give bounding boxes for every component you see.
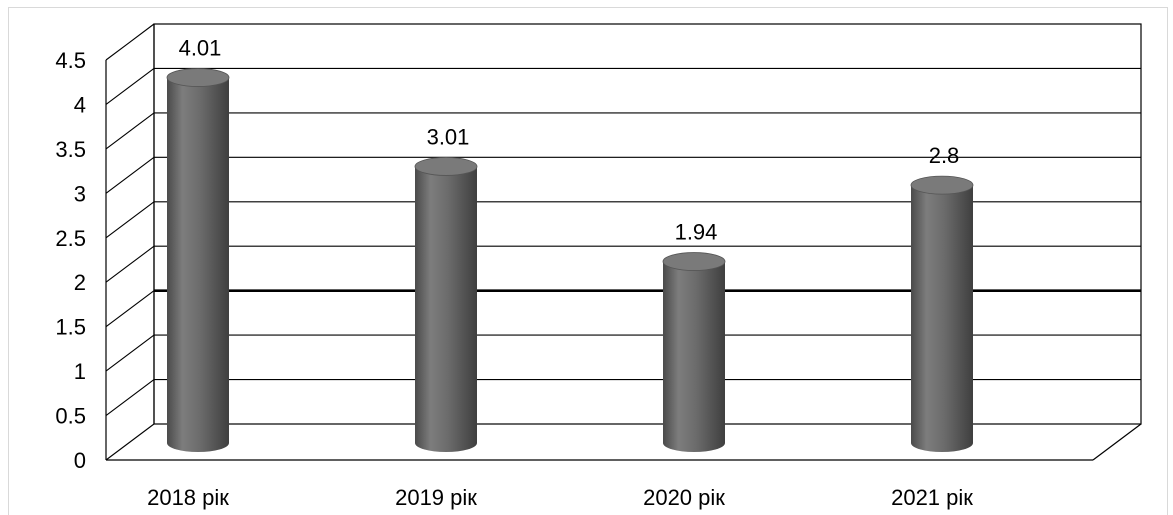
side-gridline (105, 423, 155, 461)
bar-top (662, 252, 726, 271)
y-tick-label: 0.5 (55, 404, 86, 429)
y-tick-label: 4.5 (55, 48, 86, 73)
y-tick-label: 4 (74, 92, 86, 117)
bar-top (166, 68, 230, 87)
data-label: 2.8 (929, 143, 960, 168)
side-gridline (105, 23, 155, 61)
x-tick-label: 2018 рік (147, 485, 229, 510)
bar (910, 175, 974, 452)
side-gridline (105, 112, 155, 150)
y-tick-label: 2.5 (55, 226, 86, 251)
floor-right-edge (1092, 423, 1142, 461)
bar-top (414, 157, 478, 176)
bar-body (911, 185, 973, 452)
x-tick-label: 2020 рік (643, 485, 725, 510)
axis-layer (105, 23, 1142, 461)
side-gridline (105, 156, 155, 194)
data-label: 4.01 (179, 36, 222, 61)
y-tick-label: 1.5 (55, 315, 86, 340)
bar-body (663, 261, 725, 452)
label-layer: 0 0.5 1 1.5 2 2.5 3 3.5 4 4.5 4.01 2018 рік 3.01 2019… (55, 36, 973, 510)
y-tick-label: 2 (74, 270, 86, 295)
bar (166, 68, 230, 453)
y-tick-label: 3.5 (55, 137, 86, 162)
x-tick-label: 2021 рік (891, 485, 973, 510)
bar (662, 252, 726, 452)
grid-layer (105, 23, 1141, 461)
y-tick-label: 1 (74, 359, 86, 384)
y-tick-label: 3 (74, 181, 86, 206)
y-tick-label: 0 (74, 448, 86, 473)
side-gridline (105, 201, 155, 239)
x-tick-label: 2019 рік (395, 485, 477, 510)
side-gridline (105, 68, 155, 105)
bar-layer (166, 68, 974, 453)
back-wall (153, 23, 1142, 425)
side-gridline (105, 290, 155, 328)
bar-body (415, 166, 477, 452)
bar-body (167, 77, 229, 453)
chart-frame (8, 7, 1168, 515)
side-gridline (105, 379, 155, 416)
side-gridline (105, 245, 155, 283)
data-label: 1.94 (675, 220, 718, 245)
side-gridline (105, 334, 155, 372)
bar (414, 157, 478, 452)
data-label: 3.01 (427, 124, 470, 149)
bar-top (910, 175, 974, 195)
